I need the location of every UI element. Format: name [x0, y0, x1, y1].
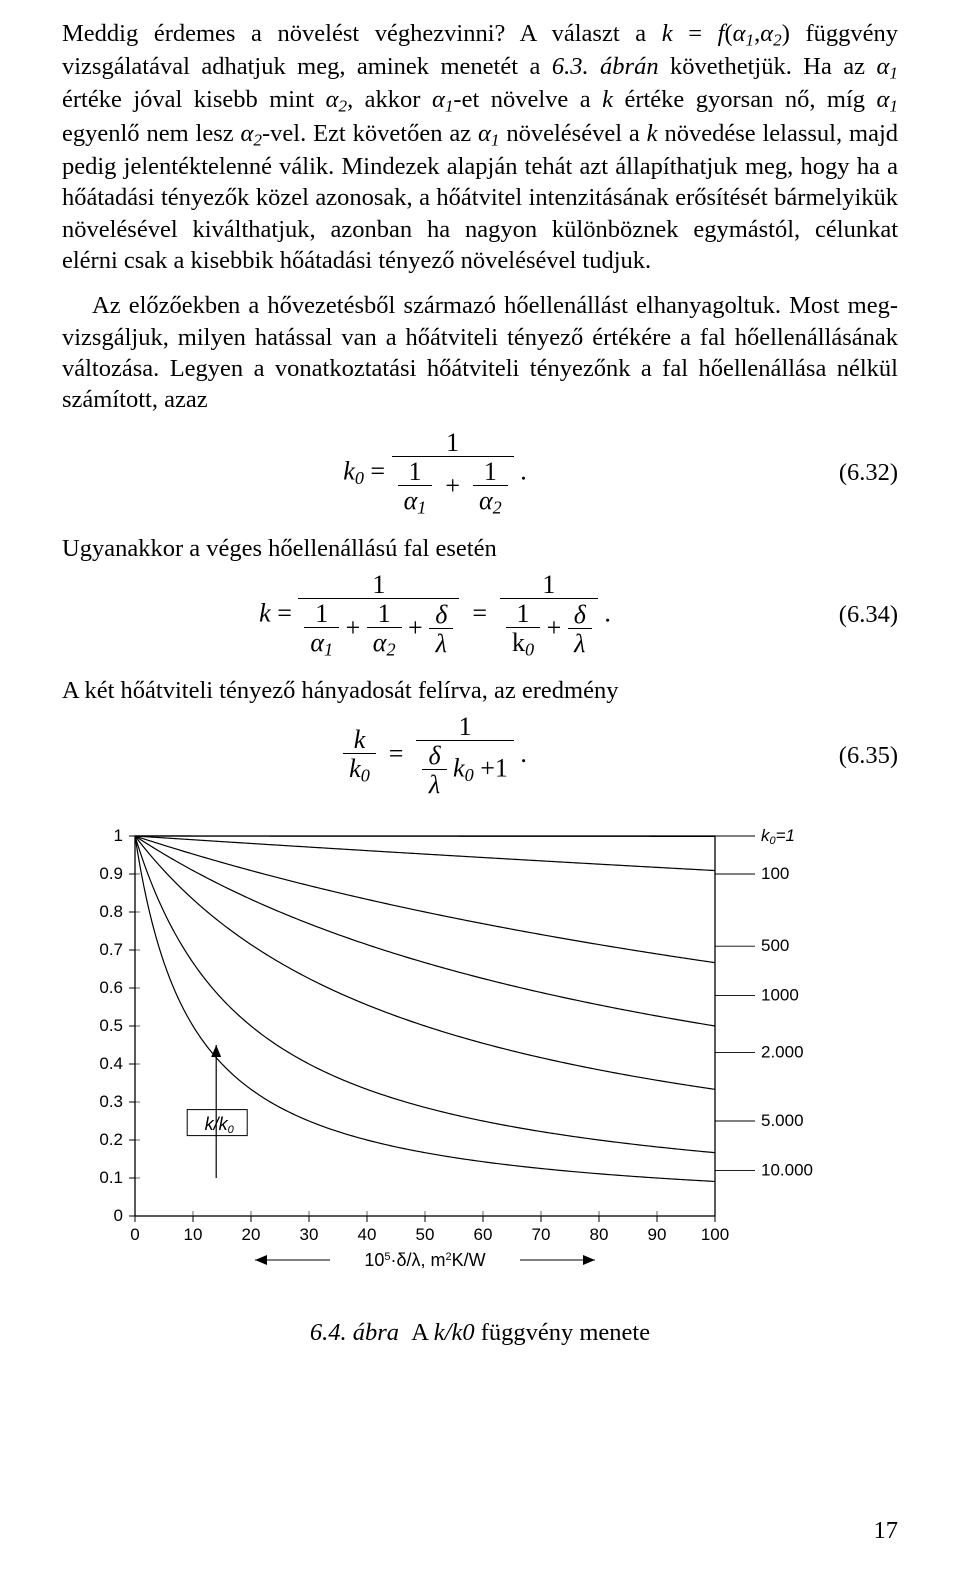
svg-text:0.9: 0.9 — [99, 864, 123, 883]
svg-text:k0=1: k0=1 — [761, 826, 795, 847]
svg-text:10.000: 10.000 — [761, 1160, 813, 1179]
paragraph-2: Az előzőekben a hővezetésből származó hő… — [62, 290, 898, 415]
svg-text:0: 0 — [114, 1206, 123, 1225]
equation-6-35: k k0 = 1 δλ k0 +1 . (6.35) — [62, 714, 898, 798]
equation-number: (6.35) — [808, 742, 898, 770]
svg-text:50: 50 — [416, 1225, 435, 1244]
equation-6-34: k = 1 1α1 + 1α2 + δλ = 1 1k0 + δλ . — [62, 572, 898, 659]
svg-text:5.000: 5.000 — [761, 1111, 804, 1130]
svg-text:1000: 1000 — [761, 986, 799, 1005]
svg-text:0: 0 — [130, 1225, 139, 1244]
equation-number: (6.32) — [808, 459, 898, 487]
svg-text:1: 1 — [114, 826, 123, 845]
svg-text:80: 80 — [590, 1225, 609, 1244]
sentence-after-eq1: Ugyanakkor a véges hőellenállású fal ese… — [62, 533, 898, 564]
svg-text:60: 60 — [474, 1225, 493, 1244]
svg-text:0.1: 0.1 — [99, 1168, 123, 1187]
svg-text:0.7: 0.7 — [99, 940, 123, 959]
page-number: 17 — [874, 1517, 899, 1545]
svg-text:0.5: 0.5 — [99, 1016, 123, 1035]
svg-text:500: 500 — [761, 936, 789, 955]
svg-text:30: 30 — [300, 1225, 319, 1244]
svg-text:0.6: 0.6 — [99, 978, 123, 997]
svg-text:105·δ/λ, m2K/W: 105·δ/λ, m2K/W — [364, 1250, 485, 1270]
svg-text:20: 20 — [242, 1225, 261, 1244]
svg-text:0.8: 0.8 — [99, 902, 123, 921]
svg-text:90: 90 — [648, 1225, 667, 1244]
svg-text:100: 100 — [701, 1225, 729, 1244]
svg-text:40: 40 — [358, 1225, 377, 1244]
svg-text:100: 100 — [761, 864, 789, 883]
paragraph-1: Meddig érdemes a növelést véghezvinni? A… — [62, 18, 898, 276]
svg-text:0.4: 0.4 — [99, 1054, 123, 1073]
svg-text:0.2: 0.2 — [99, 1130, 123, 1149]
svg-text:2.000: 2.000 — [761, 1043, 804, 1062]
sentence-after-eq2: A két hőátviteli tényező hányadosát felí… — [62, 675, 898, 706]
chart-k-over-k0: 010203040506070809010000.10.20.30.40.50.… — [65, 816, 895, 1291]
svg-text:70: 70 — [532, 1225, 551, 1244]
svg-text:0.3: 0.3 — [99, 1092, 123, 1111]
figure-caption: 6.4. ábra A k/k0 függvény menete — [62, 1319, 898, 1347]
equation-number: (6.34) — [808, 601, 898, 629]
equation-6-32: k0 = 1 1α1 + 1α2 . (6.32) — [62, 430, 898, 517]
svg-text:10: 10 — [184, 1225, 203, 1244]
